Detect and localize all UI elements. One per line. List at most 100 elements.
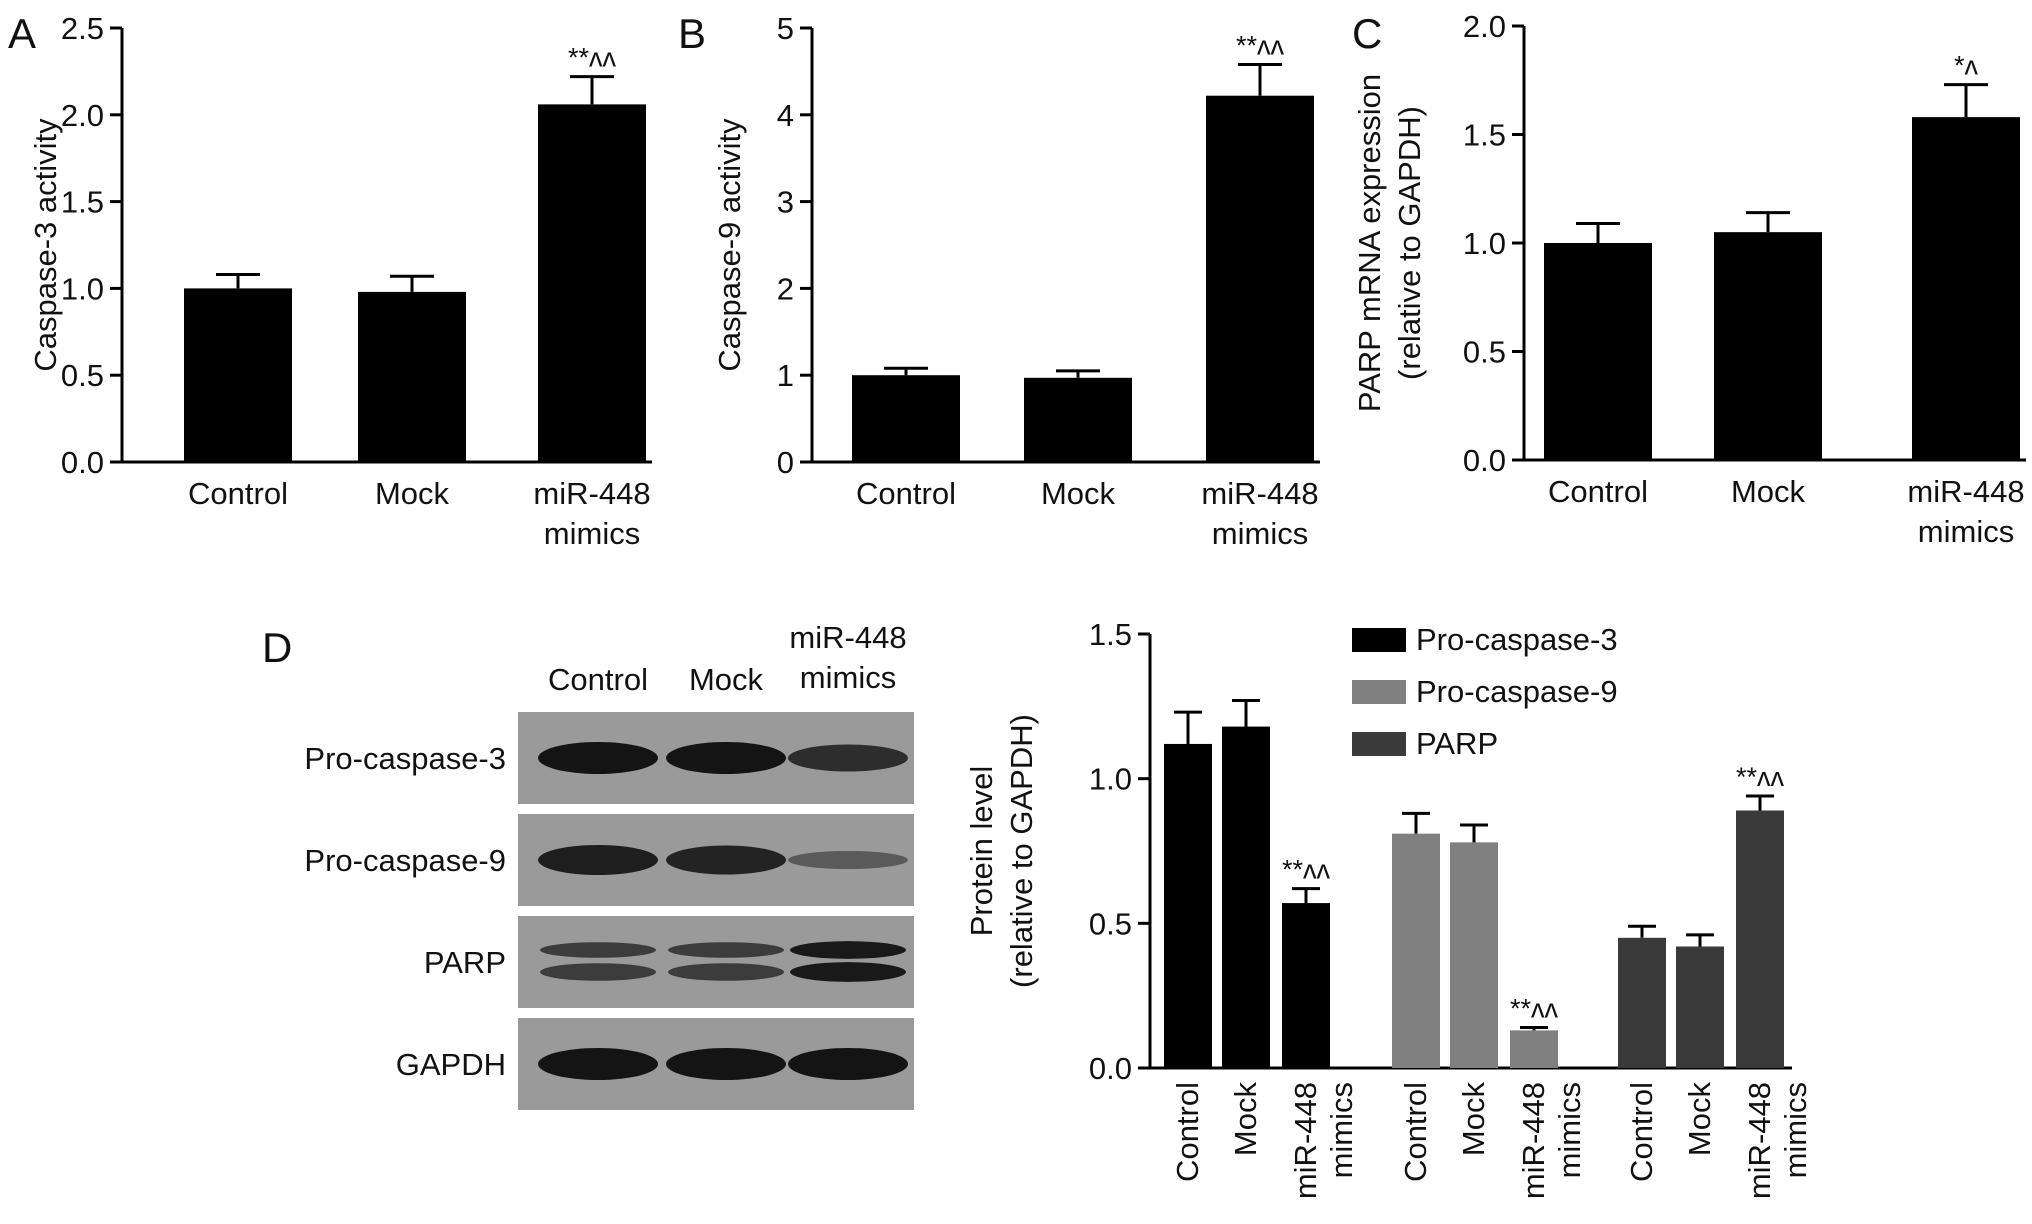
blot-row-label-parp: PARP — [424, 945, 506, 980]
blot-band — [788, 744, 908, 772]
blot-band — [666, 845, 786, 875]
bar-pro-caspase-9-control — [1392, 833, 1440, 1068]
y-tick-label: 0.0 — [1089, 1051, 1132, 1086]
x-tick-label: Mock — [1731, 474, 1806, 509]
significance-label: **ʌʌ — [1736, 762, 1785, 792]
chart-parp-mrna: 0.0 0.5 1.0 1.5 2.0 PARP mRNA expression (rela… — [1352, 9, 2026, 549]
x-tick-label: miR-448mimics — [1288, 1082, 1359, 1199]
x-tick-label: miR-448mimics — [1516, 1082, 1587, 1199]
bar-mock — [1714, 232, 1822, 460]
bar-pro-caspase-9-mir-448-mimics — [1510, 1030, 1558, 1068]
y-tick-label: 2.0 — [61, 98, 104, 133]
panel-letter-a: A — [8, 10, 36, 57]
error-bar — [884, 366, 928, 376]
y-tick-label: 1.0 — [61, 271, 104, 306]
significance-label: **ʌʌ — [1236, 30, 1285, 60]
y-tick-label: 2.5 — [61, 11, 104, 46]
error-bar — [1944, 83, 1988, 118]
x-tick-label: Mock — [375, 476, 450, 511]
error-bar — [216, 273, 260, 289]
error-bar — [1402, 811, 1430, 834]
y-axis-label: PARP mRNA expression (relative to GAPDH) — [1352, 74, 1427, 412]
bar-parp-control — [1618, 937, 1666, 1068]
error-bar — [1292, 887, 1320, 904]
bar-parp-mock — [1676, 946, 1724, 1068]
y-tick-label: 1.0 — [1463, 226, 1506, 261]
bar-pro-caspase-3-mock — [1222, 726, 1270, 1068]
bar-mock — [1024, 377, 1132, 462]
x-tick-label: Mock — [1041, 476, 1116, 511]
y-tick-label: 1 — [777, 358, 794, 393]
blot-band — [788, 851, 908, 869]
bar-pro-caspase-3-mir-448-mimics — [1282, 903, 1330, 1068]
y-tick-label: 1.5 — [1463, 118, 1506, 153]
legend-label-pro-caspase-9: Pro-caspase-9 — [1416, 674, 1618, 709]
y-tick-label: 0.5 — [61, 358, 104, 393]
significance-label: *ʌ — [1954, 51, 1979, 81]
blot-row-label-pro-caspase-9: Pro-caspase-9 — [304, 843, 506, 878]
western-blot: Control Mock miR-448 mimics Pro-caspase-3 Pro… — [304, 620, 914, 1110]
bar-pro-caspase-3-control — [1164, 743, 1212, 1068]
bar-mock — [358, 291, 466, 462]
legend-label-parp: PARP — [1416, 726, 1498, 761]
error-bar — [1576, 221, 1620, 243]
y-tick-label: 2.0 — [1463, 9, 1506, 44]
significance-label: **ʌʌ — [1510, 993, 1559, 1023]
lane-label-control: Control — [548, 662, 648, 697]
blot-band — [666, 1048, 786, 1080]
panel-letter-d: D — [262, 624, 292, 671]
bar-pro-caspase-9-mock — [1450, 842, 1498, 1068]
error-bar — [1628, 924, 1656, 938]
lane-label-mir-448-mimics: miR-448 mimics — [789, 620, 906, 695]
panel-letter-b: B — [678, 10, 706, 57]
blot-band — [790, 962, 906, 982]
y-tick-label: 2 — [777, 271, 794, 306]
x-tick-label: Control — [1398, 1082, 1433, 1182]
blot-band — [668, 963, 784, 981]
chart-caspase-3-activity: 0.0 0.5 1.0 1.5 2.0 2.5 Caspase-3 activity Cont… — [28, 11, 652, 551]
blot-band — [538, 1048, 658, 1080]
error-bar — [1238, 62, 1282, 96]
x-tick-label: Mock — [1682, 1082, 1717, 1157]
blot-band — [788, 1048, 908, 1080]
y-tick-label: 1.0 — [1089, 762, 1132, 797]
y-tick-label: 4 — [777, 98, 794, 133]
bar-parp-mir-448-mimics — [1736, 810, 1784, 1068]
bar-mir-448-mimics — [1912, 117, 2020, 460]
bar-mir-448-mimics — [538, 104, 646, 462]
bar-mir-448-mimics — [1206, 95, 1314, 462]
y-tick-label: 0.0 — [61, 445, 104, 480]
y-tick-label: 1.5 — [61, 185, 104, 220]
legend-swatch-pro-caspase-9 — [1352, 680, 1406, 704]
x-tick-label: Mock — [1456, 1082, 1491, 1157]
error-bar — [390, 274, 434, 292]
y-tick-label: 0.5 — [1089, 906, 1132, 941]
significance-label: **ʌʌ — [1282, 855, 1331, 885]
x-tick-label: Control — [1170, 1082, 1205, 1182]
blot-row-label-gapdh: GAPDH — [396, 1047, 506, 1082]
y-tick-label: 3 — [777, 185, 794, 220]
blot-band — [540, 963, 656, 981]
bar-control — [184, 288, 292, 462]
error-bar — [1174, 710, 1202, 744]
blot-band — [790, 941, 906, 959]
y-tick-label: 5 — [777, 11, 794, 46]
y-tick-label: 1.5 — [1089, 617, 1132, 652]
error-bar — [1746, 211, 1790, 233]
blot-band — [666, 742, 786, 774]
legend-swatch-pro-caspase-3 — [1352, 628, 1406, 652]
y-axis-label: Caspase-9 activity — [712, 118, 747, 372]
legend-label-pro-caspase-3: Pro-caspase-3 — [1416, 622, 1618, 657]
y-axis-label: Protein level (relative to GAPDH) — [964, 714, 1039, 988]
blot-panel-parp — [518, 916, 914, 1008]
error-bar — [1056, 369, 1100, 378]
significance-label: **ʌʌ — [568, 43, 617, 73]
y-tick-label: 0.0 — [1463, 443, 1506, 478]
x-tick-label: Control — [1548, 474, 1648, 509]
blot-row-label-pro-caspase-3: Pro-caspase-3 — [304, 741, 506, 776]
error-bar — [1460, 823, 1488, 843]
error-bar — [1746, 794, 1774, 811]
